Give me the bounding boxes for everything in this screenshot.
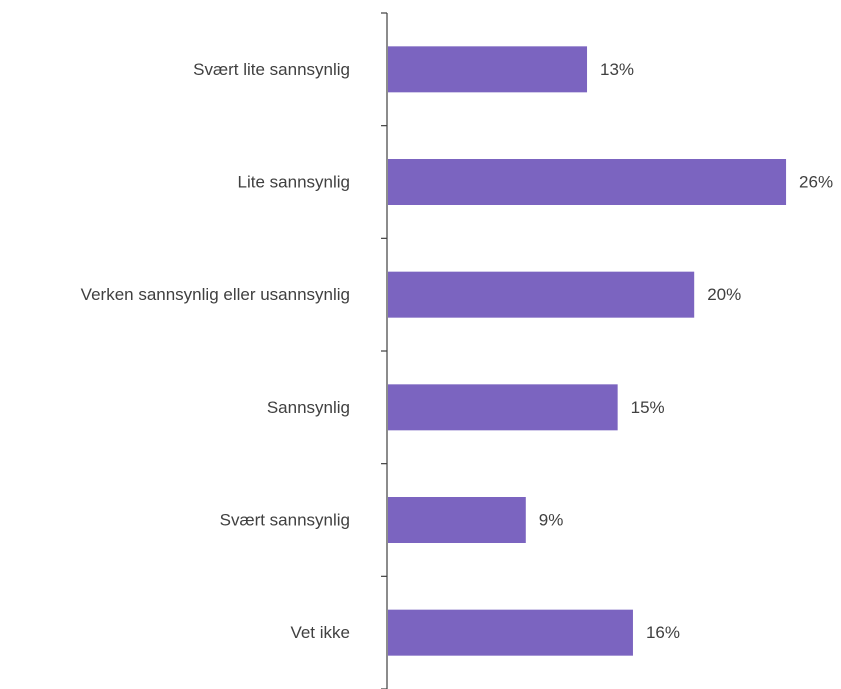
category-label: Verken sannsynlig eller usannsynlig	[81, 285, 350, 304]
bar	[388, 497, 526, 543]
category-label: Sannsynlig	[267, 398, 350, 417]
data-label: 26%	[799, 173, 833, 192]
category-label: Lite sannsynlig	[238, 173, 350, 192]
category-labels: Svært lite sannsynlig Lite sannsynlig Verk…	[81, 60, 350, 642]
data-label: 9%	[539, 511, 564, 530]
category-axis	[381, 12, 388, 689]
data-label: 15%	[631, 398, 665, 417]
bar	[388, 609, 633, 656]
category-label: Svært lite sannsynlig	[193, 60, 350, 79]
value-labels: 13% 26% 20% 15% 9% 16%	[539, 60, 833, 642]
data-label: 20%	[707, 285, 741, 304]
category-label: Svært sannsynlig	[220, 511, 350, 530]
data-label: 16%	[646, 623, 680, 642]
data-label: 13%	[600, 60, 634, 79]
bars-group	[388, 46, 787, 656]
category-label: Vet ikke	[290, 623, 350, 642]
bar	[388, 46, 588, 93]
bar	[388, 384, 618, 431]
bar	[388, 271, 695, 318]
bar	[388, 159, 787, 205]
